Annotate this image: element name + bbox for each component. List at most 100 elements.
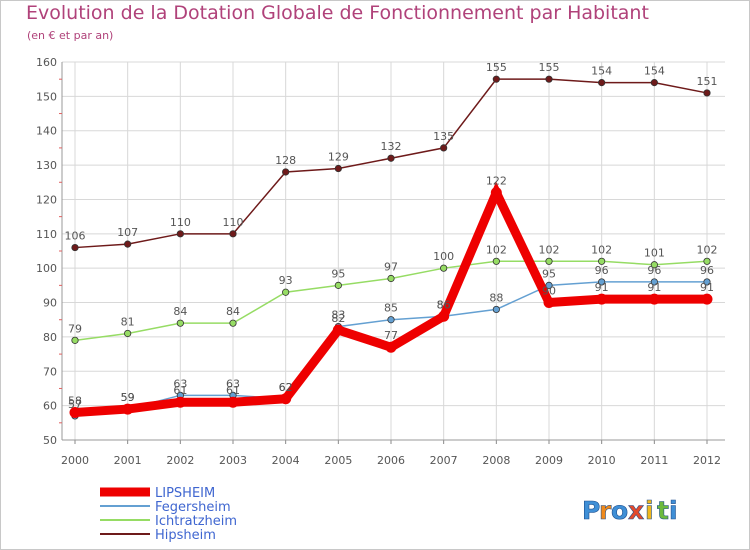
data-point-lipsheim <box>174 396 186 408</box>
data-point-hipsheim <box>545 75 553 83</box>
data-label-fegersheim: 95 <box>542 267 556 280</box>
data-label-lipsheim: 61 <box>173 384 187 397</box>
brand-letter: o <box>611 496 628 525</box>
data-point-ichtratzheim <box>124 329 132 338</box>
data-label-ichtratzheim: 84 <box>173 305 187 318</box>
data-label-fegersheim: 96 <box>595 264 609 277</box>
data-label-lipsheim: 122 <box>486 175 507 188</box>
data-label-lipsheim: 62 <box>279 381 293 394</box>
data-label-ichtratzheim: 100 <box>433 250 454 263</box>
data-point-fegersheim <box>598 278 606 286</box>
data-point-fegersheim <box>492 305 500 314</box>
y-tick-label: 110 <box>36 228 57 241</box>
data-point-fegersheim <box>545 281 553 289</box>
y-tick-label: 90 <box>43 297 57 310</box>
data-point-fegersheim <box>703 278 711 286</box>
data-point-hipsheim <box>598 79 606 87</box>
data-label-fegersheim: 59 <box>121 391 135 404</box>
data-point-ichtratzheim <box>545 257 553 265</box>
chart-title: Evolution de la Dotation Globale de Fonc… <box>26 2 649 24</box>
data-point-hipsheim <box>440 144 448 152</box>
data-label-hipsheim: 106 <box>65 230 86 243</box>
x-tick-label: 2003 <box>219 454 247 467</box>
x-tick-label: 2001 <box>114 454 142 467</box>
data-label-ichtratzheim: 79 <box>68 322 82 335</box>
plot-area <box>62 62 725 440</box>
x-tick-label: 2011 <box>640 454 668 467</box>
x-tick-label: 2004 <box>272 454 300 467</box>
data-label-ichtratzheim: 93 <box>279 274 293 287</box>
y-tick-label: 60 <box>43 400 57 413</box>
data-label-fegersheim: 86 <box>437 298 451 311</box>
data-point-fegersheim <box>650 278 658 286</box>
data-point-hipsheim <box>387 154 395 162</box>
data-label-fegersheim: 63 <box>226 377 240 390</box>
data-label-hipsheim: 128 <box>275 154 296 167</box>
brand-letter: x <box>628 496 644 525</box>
brand-letter: i <box>645 496 654 525</box>
x-tick-label: 2007 <box>430 454 458 467</box>
data-label-hipsheim: 110 <box>170 216 191 229</box>
y-tick-label: 140 <box>36 125 57 138</box>
data-point-lipsheim <box>596 293 608 305</box>
legend-label-ichtratzheim: Ichtratzheim <box>155 514 237 529</box>
data-label-fegersheim: 57 <box>68 398 82 411</box>
data-point-lipsheim <box>385 341 397 353</box>
data-label-ichtratzheim: 97 <box>384 260 398 273</box>
data-label-fegersheim: 88 <box>489 291 503 304</box>
x-tick-label: 2006 <box>377 454 405 467</box>
data-point-ichtratzheim <box>387 274 395 283</box>
data-point-lipsheim <box>438 310 450 322</box>
data-label-lipsheim: 58 <box>68 395 82 408</box>
data-label-hipsheim: 129 <box>328 151 349 164</box>
data-label-fegersheim: 83 <box>331 309 345 322</box>
data-point-lipsheim <box>543 297 555 309</box>
legend-label-fegersheim: Fegersheim <box>155 500 231 515</box>
data-label-ichtratzheim: 102 <box>591 243 612 256</box>
data-label-fegersheim: 96 <box>647 264 661 277</box>
data-label-lipsheim: 91 <box>595 281 609 294</box>
y-tick-label: 130 <box>36 159 57 172</box>
data-point-ichtratzheim <box>282 288 290 296</box>
x-tick-label: 2010 <box>588 454 616 467</box>
y-tick-label: 100 <box>36 262 57 275</box>
data-point-ichtratzheim <box>598 257 606 265</box>
data-point-fegersheim <box>387 316 395 324</box>
data-label-hipsheim: 151 <box>697 75 718 88</box>
y-tick-label: 120 <box>36 193 57 206</box>
data-point-ichtratzheim <box>492 257 500 265</box>
chart-subtitle: (en € et par an) <box>27 29 114 42</box>
data-point-hipsheim <box>229 230 237 238</box>
data-label-ichtratzheim: 102 <box>486 243 507 256</box>
x-tick-label: 2012 <box>693 454 721 467</box>
data-label-hipsheim: 132 <box>381 140 402 153</box>
y-tick-label: 70 <box>43 365 57 378</box>
data-point-hipsheim <box>124 240 132 248</box>
data-point-hipsheim <box>71 243 79 252</box>
y-tick-label: 150 <box>36 90 57 103</box>
data-label-ichtratzheim: 81 <box>121 315 135 328</box>
data-point-hipsheim <box>492 75 500 83</box>
data-point-ichtratzheim <box>650 261 658 269</box>
data-label-ichtratzheim: 84 <box>226 305 240 318</box>
legend-label-lipsheim: LIPSHEIM <box>155 486 215 501</box>
data-point-lipsheim <box>648 293 660 305</box>
data-label-fegersheim: 63 <box>173 377 187 390</box>
data-label-lipsheim: 90 <box>542 285 556 298</box>
data-point-lipsheim <box>280 393 292 405</box>
data-point-ichtratzheim <box>176 319 184 327</box>
data-point-lipsheim <box>227 396 239 408</box>
data-label-ichtratzheim: 101 <box>644 247 665 260</box>
legend-label-hipsheim: Hipsheim <box>155 528 216 543</box>
y-tick-label: 50 <box>43 434 57 447</box>
data-point-ichtratzheim <box>440 264 448 272</box>
data-label-hipsheim: 135 <box>433 130 454 143</box>
data-label-hipsheim: 154 <box>591 65 612 78</box>
x-tick-label: 2005 <box>324 454 352 467</box>
data-label-hipsheim: 107 <box>117 226 138 239</box>
data-point-lipsheim <box>701 293 713 305</box>
y-tick-label: 80 <box>43 331 57 344</box>
x-tick-label: 2008 <box>482 454 510 467</box>
data-label-hipsheim: 155 <box>539 61 560 74</box>
